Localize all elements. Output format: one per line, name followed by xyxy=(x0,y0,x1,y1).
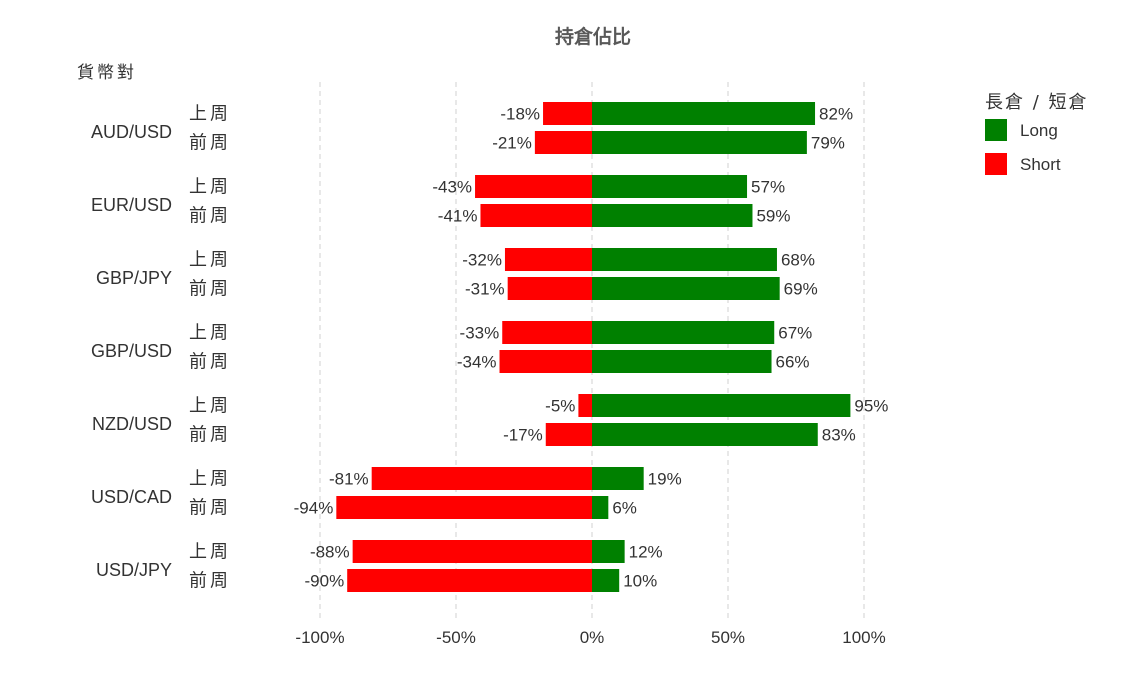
long-bar xyxy=(592,569,620,592)
long-bar xyxy=(592,467,644,490)
long-bar xyxy=(592,248,777,271)
long-value-label: 67% xyxy=(778,324,812,343)
long-value-label: 57% xyxy=(751,178,785,197)
long-value-label: 68% xyxy=(781,251,815,270)
legend-label-long: Long xyxy=(1020,121,1058,140)
long-value-label: 69% xyxy=(784,280,818,299)
short-bar xyxy=(543,102,592,125)
long-value-label: 12% xyxy=(629,543,663,562)
chart-title: 持倉佔比 xyxy=(555,25,631,48)
long-bar xyxy=(592,204,753,227)
long-value-label: 19% xyxy=(648,470,682,489)
long-value-label: 10% xyxy=(623,572,657,591)
long-bar xyxy=(592,277,780,300)
long-value-label: 95% xyxy=(854,397,888,416)
long-bar xyxy=(592,102,816,125)
short-value-label: -18% xyxy=(500,105,540,124)
week-label: 上周 xyxy=(189,542,231,563)
long-bar xyxy=(592,423,818,446)
x-tick-label: -50% xyxy=(436,628,476,647)
week-label: 上周 xyxy=(189,323,231,344)
short-value-label: -21% xyxy=(492,134,532,153)
week-label: 上周 xyxy=(189,104,231,125)
short-value-label: -94% xyxy=(294,499,334,518)
long-bar xyxy=(592,496,609,519)
short-bar xyxy=(347,569,592,592)
long-value-label: 6% xyxy=(612,499,637,518)
week-label: 前周 xyxy=(189,425,231,446)
long-value-label: 83% xyxy=(822,426,856,445)
long-bar xyxy=(592,540,625,563)
short-bar xyxy=(336,496,592,519)
x-tick-label: 50% xyxy=(711,628,745,647)
week-label: 前周 xyxy=(189,206,231,227)
bars xyxy=(336,102,851,592)
short-value-label: -34% xyxy=(457,353,497,372)
short-bar xyxy=(499,350,592,373)
currency-pair-label: AUD/USD xyxy=(91,122,172,142)
labels: AUD/USD 上周 -18% 82% 前周 -21% 79% EUR/USD 上周 -43% 57… xyxy=(91,104,888,592)
currency-pair-label: NZD/USD xyxy=(92,414,172,434)
x-tick-label: 100% xyxy=(842,628,885,647)
long-value-label: 66% xyxy=(776,353,810,372)
long-bar xyxy=(592,350,772,373)
short-value-label: -41% xyxy=(438,207,478,226)
currency-pair-label: USD/JPY xyxy=(96,560,172,580)
short-value-label: -88% xyxy=(310,543,350,562)
short-bar xyxy=(578,394,592,417)
long-bar xyxy=(592,131,807,154)
week-label: 前周 xyxy=(189,571,231,592)
short-value-label: -32% xyxy=(462,251,502,270)
short-value-label: -43% xyxy=(432,178,472,197)
y-axis-title: 貨幣對 xyxy=(77,63,137,83)
currency-pair-label: GBP/USD xyxy=(91,341,172,361)
short-value-label: -17% xyxy=(503,426,543,445)
x-axis-ticks: -100% -50% 0% 50% 100% xyxy=(295,628,885,647)
legend: 長倉 / 短倉 Long Short xyxy=(985,92,1089,175)
short-value-label: -33% xyxy=(460,324,500,343)
short-bar xyxy=(371,467,592,490)
short-bar xyxy=(534,131,592,154)
short-value-label: -31% xyxy=(465,280,505,299)
short-value-label: -81% xyxy=(329,470,369,489)
week-label: 上周 xyxy=(189,250,231,271)
legend-swatch-short xyxy=(985,153,1007,175)
short-value-label: -90% xyxy=(305,572,345,591)
short-bar xyxy=(480,204,592,227)
x-tick-label: -100% xyxy=(295,628,344,647)
short-bar xyxy=(352,540,592,563)
week-label: 前周 xyxy=(189,352,231,373)
short-value-label: -5% xyxy=(545,397,575,416)
week-label: 上周 xyxy=(189,177,231,198)
week-label: 前周 xyxy=(189,498,231,519)
legend-title: 長倉 / 短倉 xyxy=(985,92,1089,113)
currency-pair-label: USD/CAD xyxy=(91,487,172,507)
week-label: 前周 xyxy=(189,133,231,154)
week-label: 前周 xyxy=(189,279,231,300)
short-bar xyxy=(507,277,592,300)
legend-label-short: Short xyxy=(1020,155,1061,174)
long-value-label: 59% xyxy=(756,207,790,226)
x-tick-label: 0% xyxy=(580,628,605,647)
long-bar xyxy=(592,394,851,417)
short-bar xyxy=(545,423,592,446)
short-bar xyxy=(504,248,592,271)
currency-pair-label: EUR/USD xyxy=(91,195,172,215)
legend-swatch-long xyxy=(985,119,1007,141)
week-label: 上周 xyxy=(189,469,231,490)
long-bar xyxy=(592,321,775,344)
short-bar xyxy=(475,175,592,198)
currency-pair-label: GBP/JPY xyxy=(96,268,172,288)
week-label: 上周 xyxy=(189,396,231,417)
long-value-label: 79% xyxy=(811,134,845,153)
long-value-label: 82% xyxy=(819,105,853,124)
long-bar xyxy=(592,175,748,198)
short-bar xyxy=(502,321,592,344)
